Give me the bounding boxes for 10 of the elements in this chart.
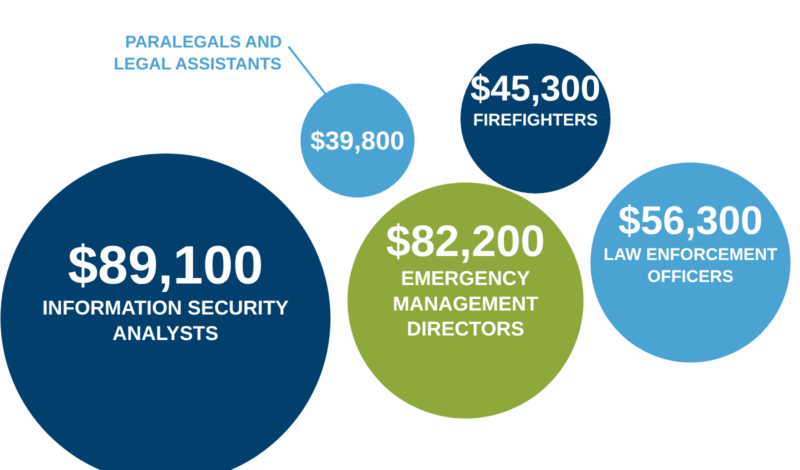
category-label: PARALEGALS AND LEGAL ASSISTANTS [114, 32, 282, 74]
category-label: FIREFIGHTERS [473, 110, 598, 130]
category-label: LAW ENFORCEMENT OFFICERS [604, 244, 778, 286]
data-label: $82,200 [386, 217, 546, 266]
data-label: $89,100 [68, 236, 264, 296]
data-label: $45,300 [470, 68, 601, 109]
data-label: $56,300 [618, 198, 763, 243]
data-label: $39,800 [310, 126, 404, 156]
category-label: INFORMATION SECURITY ANALYSTS [42, 298, 290, 345]
category-label: EMERGENCY MANAGEMENT DIRECTORS [392, 268, 538, 341]
